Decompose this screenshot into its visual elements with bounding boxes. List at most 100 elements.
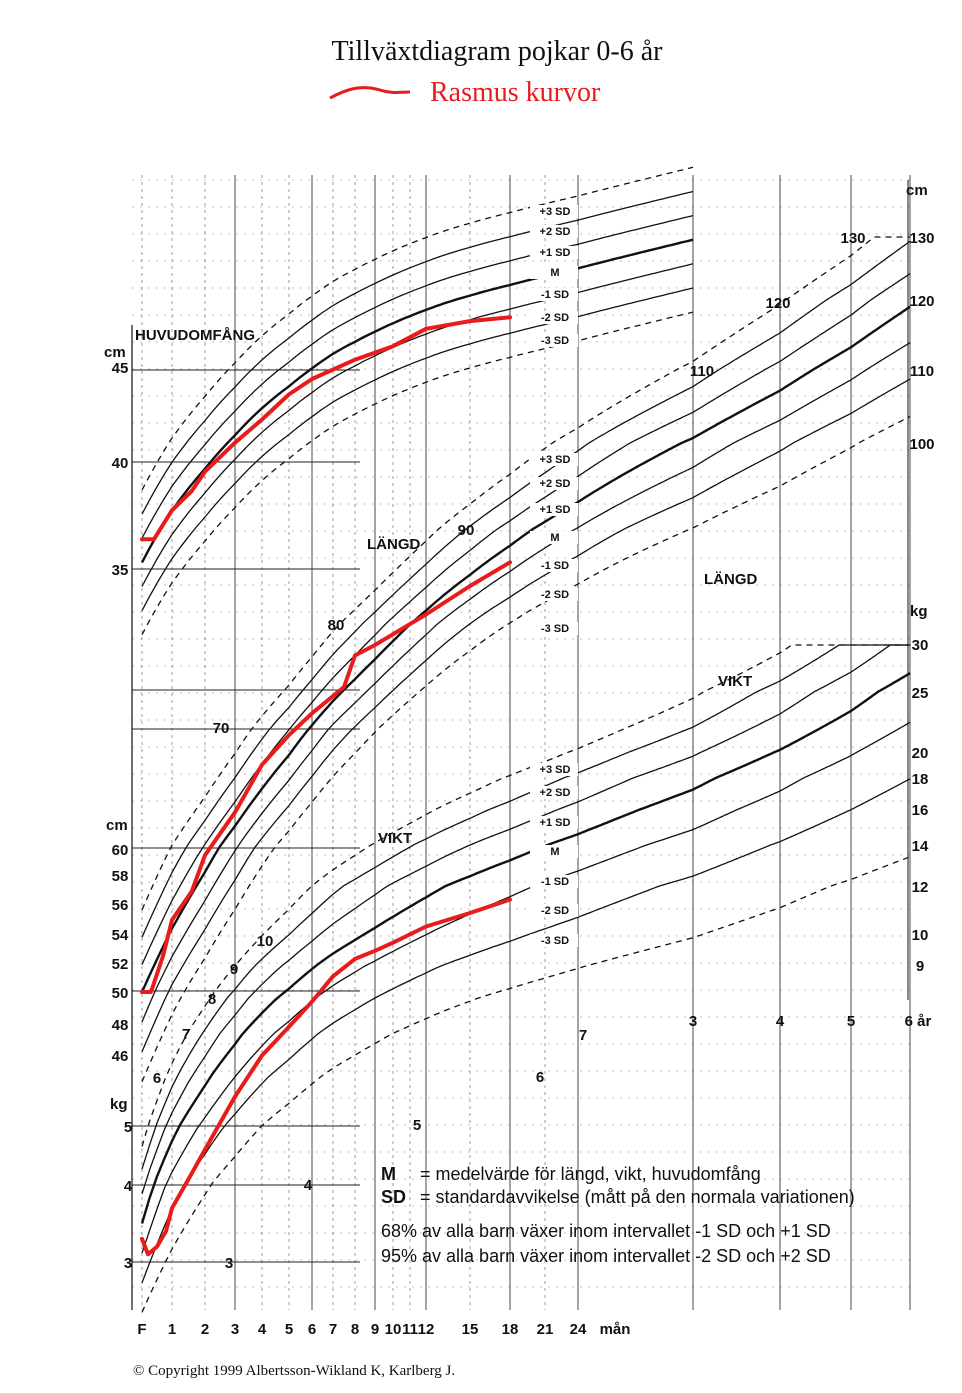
legend-red-line-icon	[329, 86, 411, 100]
y-tick-length-inner: 90	[458, 522, 475, 539]
x-tick-month: 7	[329, 1321, 337, 1338]
x-tick-month: 15	[462, 1321, 479, 1338]
unit-cm-length: cm	[106, 817, 128, 834]
legend-m-text: = medelvärde för längd, vikt, huvudomfån…	[420, 1164, 761, 1184]
y-tick-weight-left: 5	[124, 1119, 132, 1136]
y-tick-weight-right: 25	[912, 685, 929, 702]
copyright: © Copyright 1999 Albertsson-Wikland K, K…	[133, 1363, 455, 1379]
y-tick-weight-left: 4	[124, 1178, 133, 1195]
weight-norm-curve	[141, 856, 911, 1313]
y-tick-length-left: 56	[112, 897, 129, 914]
sd-label-bg	[530, 845, 578, 858]
x-tick-month: 4	[258, 1321, 267, 1338]
y-tick-length-inner: 70	[213, 720, 230, 737]
sd-label-head: -1 SD	[541, 289, 569, 301]
sd-label-length: -3 SD	[541, 623, 569, 635]
sd-label-weight: M	[550, 846, 559, 858]
weight-norm-curve	[141, 644, 910, 1195]
y-tick-weight-inner: 7	[579, 1027, 587, 1044]
x-tick-month: 3	[231, 1321, 239, 1338]
head-norm-curve	[141, 263, 694, 587]
weight-norm-curve	[141, 721, 911, 1254]
sd-label-bg	[530, 453, 578, 466]
sd-label-bg	[530, 816, 578, 829]
sd-label-bg	[530, 531, 578, 544]
sd-label-bg	[530, 904, 578, 917]
y-tick-length-left: 50	[112, 985, 129, 1002]
sd-label-weight: +2 SD	[540, 787, 571, 799]
section-label-weight-2: VIKT	[378, 830, 412, 847]
y-tick-weight-right: 20	[912, 745, 929, 762]
sd-label-weight: -2 SD	[541, 905, 569, 917]
x-tick-month: 9	[371, 1321, 379, 1338]
y-tick-length-right: 110	[910, 363, 934, 380]
length-norm-curve	[141, 416, 911, 1083]
legend-label: Rasmus kurvor	[430, 77, 601, 108]
y-tick-length-left: 46	[112, 1048, 129, 1065]
unit-kg-right: kg	[910, 603, 928, 620]
head-norm-curve	[141, 287, 694, 611]
x-tick-year: 5	[847, 1013, 855, 1030]
length-norm-curve	[141, 236, 910, 911]
y-tick-head: 40	[112, 455, 129, 472]
y-tick-length-right: 130	[909, 230, 934, 247]
y-tick-length-inner: 80	[328, 617, 345, 634]
y-tick-head: 45	[112, 360, 129, 377]
y-tick-length-inner: 130	[840, 230, 865, 247]
length-norm-curve	[141, 342, 911, 1023]
sd-label-bg	[530, 588, 578, 601]
unit-kg-weight: kg	[110, 1096, 128, 1113]
y-tick-weight-inner: 7	[182, 1026, 190, 1043]
head-norm-curve	[141, 214, 694, 539]
y-tick-weight-right: 12	[912, 879, 929, 896]
sd-label-head: -2 SD	[541, 312, 569, 324]
y-tick-length-right: 100	[909, 436, 934, 453]
y-tick-length-left: 58	[112, 868, 129, 885]
y-tick-weight-inner: 6	[153, 1070, 161, 1087]
head-norm-curve	[141, 311, 694, 636]
section-label-weight-1: VIKT	[718, 673, 752, 690]
y-tick-head: 35	[112, 562, 129, 579]
sd-label-bg	[530, 622, 578, 635]
x-tick-month: 24	[570, 1321, 587, 1338]
weight-norm-curve	[141, 644, 910, 1170]
sd-label-head: +3 SD	[540, 206, 571, 218]
y-tick-weight-left: 3	[124, 1255, 132, 1272]
length-norm-curve	[141, 273, 911, 965]
y-tick-length-left: 60	[112, 842, 129, 859]
sd-label-bg	[530, 934, 578, 947]
sd-label-length: +3 SD	[540, 454, 571, 466]
sd-label-bg	[530, 288, 578, 301]
sd-label-bg	[530, 559, 578, 572]
sd-label-bg	[530, 503, 578, 516]
sd-label-length: -2 SD	[541, 589, 569, 601]
section-label-length-2: LÄNGD	[704, 571, 757, 588]
x-tick-month: 10	[385, 1321, 402, 1338]
y-tick-weight-inner: 6	[536, 1069, 544, 1086]
x-tick-month: F	[137, 1321, 146, 1338]
x-tick-month: 1	[168, 1321, 176, 1338]
y-tick-weight-inner: 5	[413, 1117, 421, 1134]
x-tick-month: 11	[402, 1321, 418, 1338]
y-tick-length-right: 120	[909, 293, 934, 310]
length-norm-curve	[141, 240, 911, 938]
y-tick-weight-right: 30	[912, 637, 929, 654]
y-tick-weight-right: 16	[912, 802, 929, 819]
x-tick-month: 2	[201, 1321, 209, 1338]
sd-label-bg	[530, 763, 578, 776]
y-tick-length-left: 48	[112, 1017, 129, 1034]
x-tick-year: 3	[689, 1013, 697, 1030]
sd-label-weight: +3 SD	[540, 764, 571, 776]
sd-label-head: M	[550, 267, 559, 279]
norm-curves	[140, 166, 911, 1313]
x-tick-month: 8	[351, 1321, 359, 1338]
y-tick-weight-inner: 9	[230, 961, 238, 978]
y-tick-weight-inner: 8	[208, 991, 216, 1008]
sd-label-bg	[530, 205, 578, 218]
sd-labels: +3 SD +2 SD +1 SD M -1 SD -2 SD -3 SD +3 SD +2 S…	[530, 205, 578, 947]
legend-m-key: M	[381, 1164, 396, 1184]
sd-label-bg	[530, 246, 578, 259]
sd-label-head: -3 SD	[541, 335, 569, 347]
sd-label-bg	[530, 225, 578, 238]
